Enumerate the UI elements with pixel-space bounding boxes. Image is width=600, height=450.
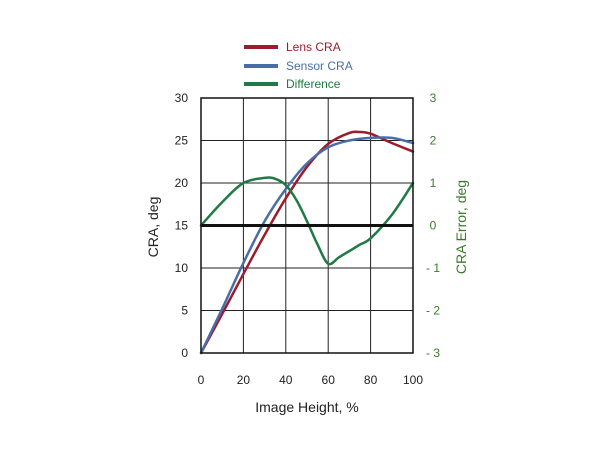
legend-label-difference: Difference [286, 77, 341, 91]
y2-tick-label: 2 [430, 134, 437, 148]
y2-tick-label: 3 [430, 91, 437, 105]
y-tick-label: 5 [181, 304, 188, 318]
y-tick-label: 0 [181, 346, 188, 360]
legend-label-lens-cra: Lens CRA [286, 40, 341, 54]
y2-tick-label: 1 [430, 176, 437, 190]
series-line-sensor-cra [199, 136, 415, 355]
legend: Lens CRA Sensor CRA Difference [244, 40, 353, 91]
y2-tick-label: - 3 [426, 346, 440, 360]
series-line-difference [199, 176, 415, 266]
y-axis-title: CRA, deg [145, 197, 161, 258]
x-tick-label: 80 [364, 373, 378, 387]
x-tick-label: 40 [279, 373, 293, 387]
y-tick-label: 20 [175, 176, 189, 190]
x-tick-label: 60 [322, 373, 336, 387]
x-tick-label: 0 [198, 373, 205, 387]
y2-tick-label: - 2 [426, 304, 440, 318]
y2-tick-label: - 1 [426, 261, 440, 275]
x-tick-label: 20 [237, 373, 251, 387]
legend-label-sensor-cra: Sensor CRA [286, 59, 353, 73]
x-tick-label: 100 [403, 373, 423, 387]
x-axis-title: Image Height, % [255, 399, 359, 415]
y-tick-label: 10 [175, 261, 189, 275]
axes: 0 5 10 15 20 25 30 0 20 40 60 80 100- 3 - 2 - 1 0 1 2 3 [175, 91, 441, 387]
series-lines [199, 130, 415, 355]
y2-tick-label: 0 [430, 219, 437, 233]
y2-axis-title: CRA Error, deg [453, 180, 469, 274]
y-tick-label: 30 [175, 91, 189, 105]
y-tick-label: 15 [175, 219, 189, 233]
y-tick-label: 25 [175, 134, 189, 148]
